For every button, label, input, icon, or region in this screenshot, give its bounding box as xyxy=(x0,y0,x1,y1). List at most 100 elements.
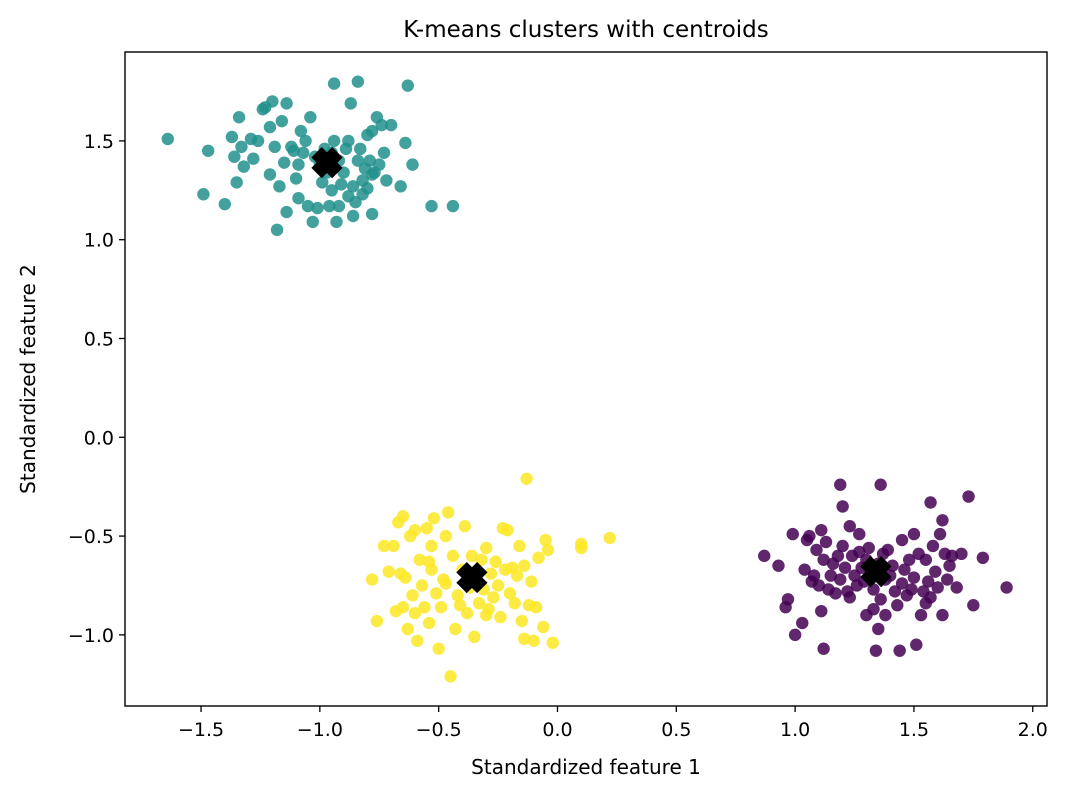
x-tick-label: −1.0 xyxy=(297,719,343,741)
data-point-cluster-1 xyxy=(351,154,365,167)
data-point-cluster-2 xyxy=(377,539,391,553)
data-point-cluster-2 xyxy=(501,523,514,537)
data-point-cluster-2 xyxy=(449,622,462,636)
data-point-cluster-0 xyxy=(772,559,785,572)
data-point-cluster-1 xyxy=(161,132,174,146)
data-point-cluster-2 xyxy=(487,591,500,604)
x-tick-label: 0.5 xyxy=(661,719,691,741)
data-point-cluster-1 xyxy=(323,199,336,213)
data-point-cluster-0 xyxy=(862,541,875,555)
data-point-cluster-1 xyxy=(289,172,303,185)
data-point-cluster-1 xyxy=(327,77,341,90)
data-point-cluster-1 xyxy=(301,199,315,213)
data-point-cluster-2 xyxy=(453,599,467,612)
data-point-cluster-2 xyxy=(432,642,445,655)
data-point-cluster-1 xyxy=(304,111,317,124)
data-point-cluster-1 xyxy=(346,209,360,223)
data-point-cluster-1 xyxy=(201,144,215,157)
data-point-cluster-2 xyxy=(539,533,552,547)
data-point-cluster-1 xyxy=(299,134,312,148)
data-point-cluster-0 xyxy=(921,575,935,588)
data-point-cluster-2 xyxy=(503,587,517,600)
data-point-cluster-2 xyxy=(480,608,493,622)
data-point-cluster-1 xyxy=(330,215,343,229)
data-point-cluster-1 xyxy=(275,114,289,128)
data-point-cluster-2 xyxy=(422,555,436,568)
x-axis-label: Standardized feature 1 xyxy=(471,755,701,779)
data-point-cluster-1 xyxy=(344,97,357,110)
data-point-cluster-0 xyxy=(831,549,845,563)
data-point-cluster-2 xyxy=(408,523,422,537)
data-point-cluster-0 xyxy=(848,569,861,582)
data-point-cluster-0 xyxy=(888,585,902,598)
data-point-cluster-0 xyxy=(834,573,847,586)
data-point-cluster-1 xyxy=(306,215,319,229)
data-point-cluster-1 xyxy=(273,180,286,193)
data-point-cluster-1 xyxy=(297,146,310,159)
data-point-cluster-0 xyxy=(891,599,904,612)
data-point-cluster-2 xyxy=(468,630,481,644)
data-point-cluster-0 xyxy=(1000,581,1013,594)
centroids-layer xyxy=(311,147,892,594)
data-point-cluster-1 xyxy=(263,120,277,134)
data-point-cluster-0 xyxy=(817,642,830,655)
data-point-cluster-0 xyxy=(853,545,866,559)
data-point-cluster-1 xyxy=(380,174,393,187)
data-point-cluster-2 xyxy=(527,634,540,647)
data-point-cluster-0 xyxy=(796,616,809,630)
data-point-cluster-0 xyxy=(781,593,795,606)
data-point-cluster-1 xyxy=(363,154,376,167)
data-point-cluster-2 xyxy=(510,569,524,582)
data-point-cluster-0 xyxy=(926,539,940,553)
data-point-cluster-1 xyxy=(401,79,414,92)
data-point-cluster-2 xyxy=(537,620,550,634)
data-point-cluster-1 xyxy=(292,192,305,205)
data-point-cluster-0 xyxy=(898,563,911,576)
data-point-cluster-0 xyxy=(867,602,880,616)
data-point-cluster-0 xyxy=(798,563,811,576)
y-axis-label: Standardized feature 2 xyxy=(16,264,40,494)
data-point-cluster-0 xyxy=(819,535,833,549)
data-point-cluster-1 xyxy=(335,178,348,191)
data-point-cluster-2 xyxy=(413,553,426,566)
data-point-cluster-0 xyxy=(933,527,947,541)
y-axis-ticks: −1.0 −0.5 0.0 0.5 1.0 1.5 xyxy=(68,131,125,647)
data-point-cluster-1 xyxy=(351,75,365,88)
data-point-cluster-0 xyxy=(881,543,894,557)
data-point-cluster-2 xyxy=(430,587,443,600)
data-point-cluster-0 xyxy=(824,569,837,582)
data-point-cluster-1 xyxy=(406,158,419,171)
data-point-cluster-0 xyxy=(834,478,847,491)
data-point-cluster-2 xyxy=(460,606,474,620)
data-point-cluster-2 xyxy=(489,555,502,568)
data-point-cluster-1 xyxy=(316,176,329,189)
data-point-cluster-1 xyxy=(373,158,386,171)
data-point-cluster-1 xyxy=(251,134,265,148)
data-point-cluster-0 xyxy=(803,529,816,543)
data-point-cluster-0 xyxy=(843,591,856,604)
data-point-cluster-2 xyxy=(418,601,431,614)
data-point-cluster-1 xyxy=(278,156,291,169)
data-point-cluster-1 xyxy=(342,134,355,148)
x-tick-label: 1.5 xyxy=(899,719,929,741)
data-point-cluster-1 xyxy=(394,180,407,193)
y-tick-label: 1.5 xyxy=(84,131,114,153)
data-point-cluster-0 xyxy=(869,644,883,657)
data-point-cluster-2 xyxy=(515,614,529,628)
data-point-cluster-1 xyxy=(446,199,460,213)
data-point-cluster-2 xyxy=(508,597,521,610)
data-point-cluster-0 xyxy=(874,478,887,491)
data-point-cluster-2 xyxy=(434,601,448,614)
y-tick-label: 0.5 xyxy=(84,328,114,350)
plot-frame xyxy=(124,51,1048,707)
data-point-cluster-0 xyxy=(836,500,849,513)
x-tick-label: 1.0 xyxy=(780,719,810,741)
data-point-cluster-0 xyxy=(838,561,852,574)
data-point-cluster-2 xyxy=(420,521,433,535)
data-point-cluster-2 xyxy=(446,549,460,563)
data-point-cluster-0 xyxy=(962,490,975,503)
y-tick-label: 0.0 xyxy=(84,427,114,449)
data-point-cluster-2 xyxy=(541,543,555,557)
data-point-cluster-2 xyxy=(396,510,410,523)
